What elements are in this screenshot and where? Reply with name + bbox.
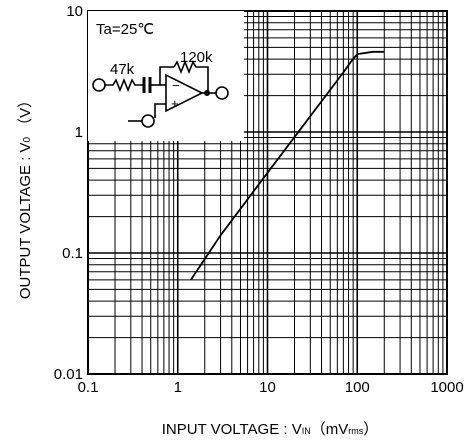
- inset-condition: Ta=25℃: [96, 21, 154, 38]
- x-axis-label-unit-sub: rms: [348, 426, 363, 436]
- inset-r-fb-label: 120k: [180, 49, 213, 66]
- y-tick-label: 0.1: [62, 245, 83, 262]
- plot-frame: [87, 10, 448, 375]
- inset-schematic: Ta=25℃ 47k 120k − +: [88, 11, 244, 141]
- y-axis-label-sub: 0: [22, 136, 33, 142]
- y-tick-label: 0.01: [54, 366, 83, 383]
- x-tick-label: 1000: [430, 379, 463, 396]
- y-tick-labels: 0.01 0.1 1 10: [54, 3, 83, 383]
- y-axis-label-unit: （V）: [17, 93, 34, 133]
- output-terminal: [215, 86, 229, 100]
- x-axis-label: INPUT VOLTAGE : VIN（mVrms）: [162, 421, 379, 438]
- opamp-plus-sign: +: [171, 96, 179, 111]
- output-node-dot: [204, 90, 210, 96]
- y-tick-label: 10: [66, 3, 83, 20]
- series-line: [190, 50, 385, 281]
- x-axis-label-main: INPUT VOLTAGE : V: [162, 421, 302, 438]
- feedback-resistor: [173, 59, 209, 92]
- inset-r-in-label: 47k: [110, 61, 135, 78]
- feedback-wire-left: [159, 66, 174, 85]
- x-tick-labels: 0.1 1 10 100 1000: [78, 379, 464, 396]
- y-axis-label: OUTPUT VOLTAGE : V0 （V）: [17, 93, 34, 299]
- ground-wire: [154, 103, 166, 118]
- x-tick-label: 1: [174, 379, 182, 396]
- opamp-triangle: [165, 73, 204, 113]
- y-axis-label-main: OUTPUT VOLTAGE : V: [17, 142, 34, 299]
- input-resistor: [105, 77, 143, 93]
- opamp-minus-sign: −: [172, 78, 180, 93]
- x-tick-label: 100: [345, 379, 370, 396]
- x-tick-label: 10: [259, 379, 276, 396]
- x-axis-label-unit-close: ）: [363, 421, 378, 438]
- x-axis-label-unit-open: （mV: [311, 421, 349, 438]
- x-axis-label-sub: IN: [302, 426, 311, 436]
- y-tick-label: 1: [75, 124, 83, 141]
- x-tick-label: 0.1: [78, 379, 99, 396]
